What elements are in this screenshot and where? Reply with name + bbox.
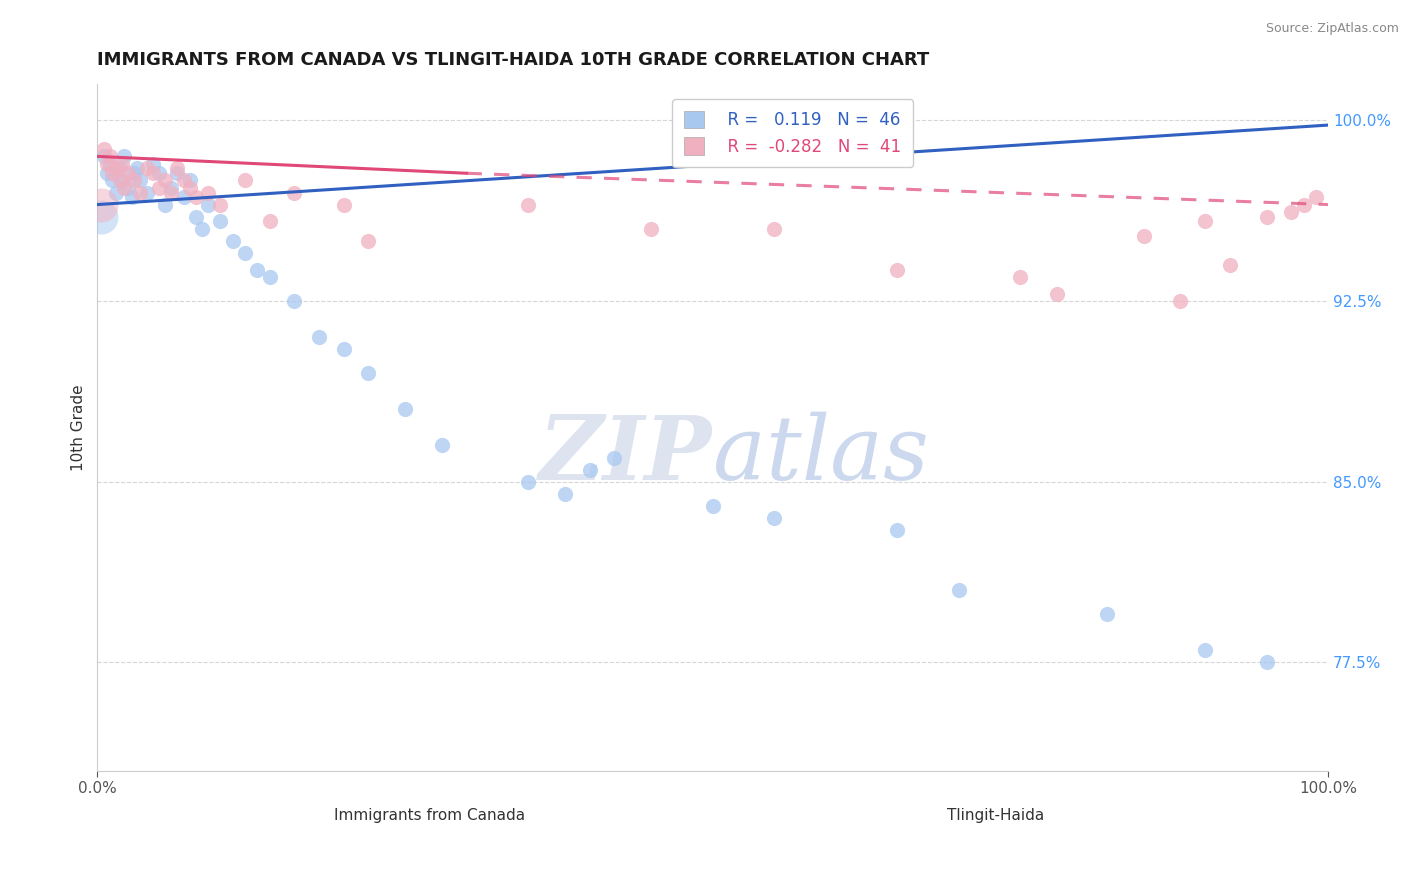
Point [1256,655,1278,669]
Point [111,156,134,170]
Legend:   R =   0.119   N =  46,   R =  -0.282   N =  41: R = 0.119 N = 46, R = -0.282 N = 41 [672,99,912,168]
Point [283,186,305,200]
Point [121,190,143,204]
Point [153,173,176,187]
Point [357,366,380,380]
Point [179,180,201,194]
Point [129,186,152,200]
Point [308,330,330,344]
Point [578,462,600,476]
Point [1046,286,1069,301]
Point [184,210,207,224]
Point [184,190,207,204]
Point [173,173,195,187]
Point [191,221,214,235]
Point [640,221,662,235]
Point [1292,197,1315,211]
Point [166,166,188,180]
Point [108,161,131,176]
Point [112,180,135,194]
Point [886,262,908,277]
Point [233,245,256,260]
Point [104,186,127,200]
Text: IMMIGRANTS FROM CANADA VS TLINGIT-HAIDA 10TH GRADE CORRELATION CHART: IMMIGRANTS FROM CANADA VS TLINGIT-HAIDA … [97,51,929,69]
Point [93,142,115,156]
Point [112,149,135,163]
Point [209,197,232,211]
Point [135,186,157,200]
Point [148,180,170,194]
Point [90,210,112,224]
Text: Source: ZipAtlas.com: Source: ZipAtlas.com [1265,22,1399,36]
Point [886,523,908,537]
Point [98,149,121,163]
Point [111,173,134,187]
Point [603,450,626,465]
Point [1095,607,1118,621]
Point [702,499,724,513]
Point [148,166,170,180]
Point [142,166,165,180]
Point [763,221,786,235]
Text: atlas: atlas [713,411,928,499]
Point [179,173,201,187]
Point [763,510,786,524]
Point [93,149,115,163]
Point [117,166,139,180]
Point [357,234,380,248]
Point [1279,204,1302,219]
Point [98,156,121,170]
Point [101,173,124,187]
Text: ZIP: ZIP [540,411,713,498]
Point [117,180,139,194]
Point [135,161,157,176]
Point [394,402,416,417]
Point [1219,258,1241,272]
Point [160,186,183,200]
Point [90,197,112,211]
Point [222,234,245,248]
Point [1194,214,1216,228]
Point [233,173,256,187]
Point [129,173,152,187]
Point [101,166,124,180]
Point [104,161,127,176]
Point [197,197,219,211]
Point [430,438,453,452]
Point [96,156,118,170]
Y-axis label: 10th Grade: 10th Grade [72,384,86,471]
Point [153,197,176,211]
Point [173,190,195,204]
Text: Tlingit-Haida: Tlingit-Haida [948,808,1045,823]
Point [124,173,146,187]
Text: Immigrants from Canada: Immigrants from Canada [335,808,526,823]
Point [1256,210,1278,224]
Point [332,342,354,356]
Point [142,156,165,170]
Point [259,214,281,228]
Point [1194,643,1216,657]
Point [517,197,540,211]
Point [554,486,576,500]
Point [125,161,148,176]
Point [1010,269,1032,284]
Point [1305,190,1327,204]
Point [96,166,118,180]
Point [948,582,970,597]
Point [209,214,232,228]
Point [108,173,131,187]
Point [246,262,269,277]
Point [124,166,146,180]
Point [283,293,305,308]
Point [166,161,188,176]
Point [1170,293,1192,308]
Point [1132,228,1154,243]
Point [259,269,281,284]
Point [517,475,540,489]
Point [332,197,354,211]
Point [197,186,219,200]
Point [160,180,183,194]
